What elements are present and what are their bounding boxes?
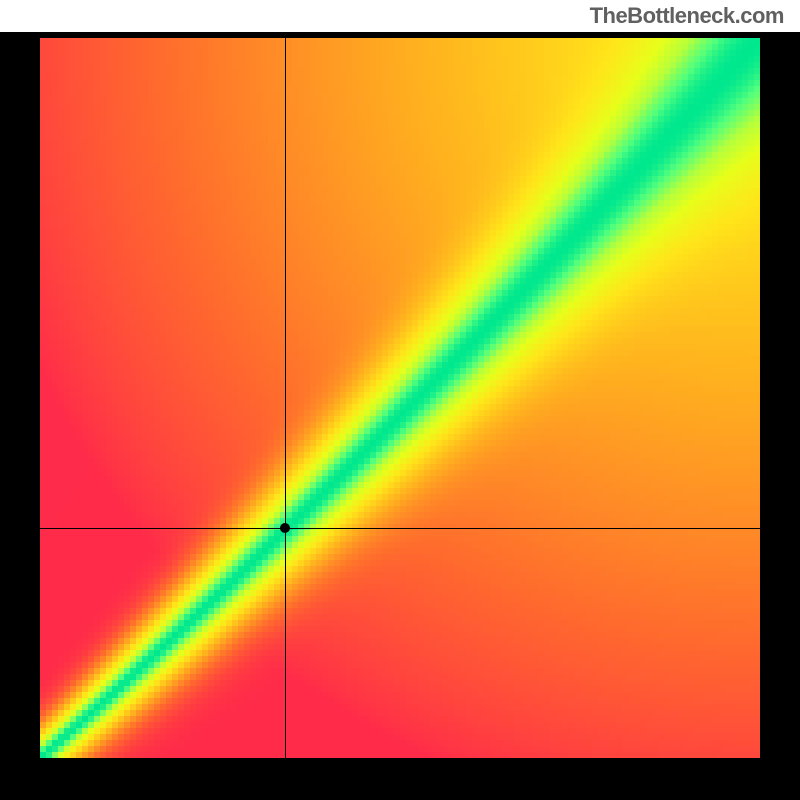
root-frame: TheBottleneck.com <box>0 0 800 800</box>
bottleneck-heatmap <box>40 38 760 758</box>
header-bar: TheBottleneck.com <box>0 0 800 32</box>
chart-area <box>0 32 800 800</box>
brand-label: TheBottleneck.com <box>590 3 784 29</box>
